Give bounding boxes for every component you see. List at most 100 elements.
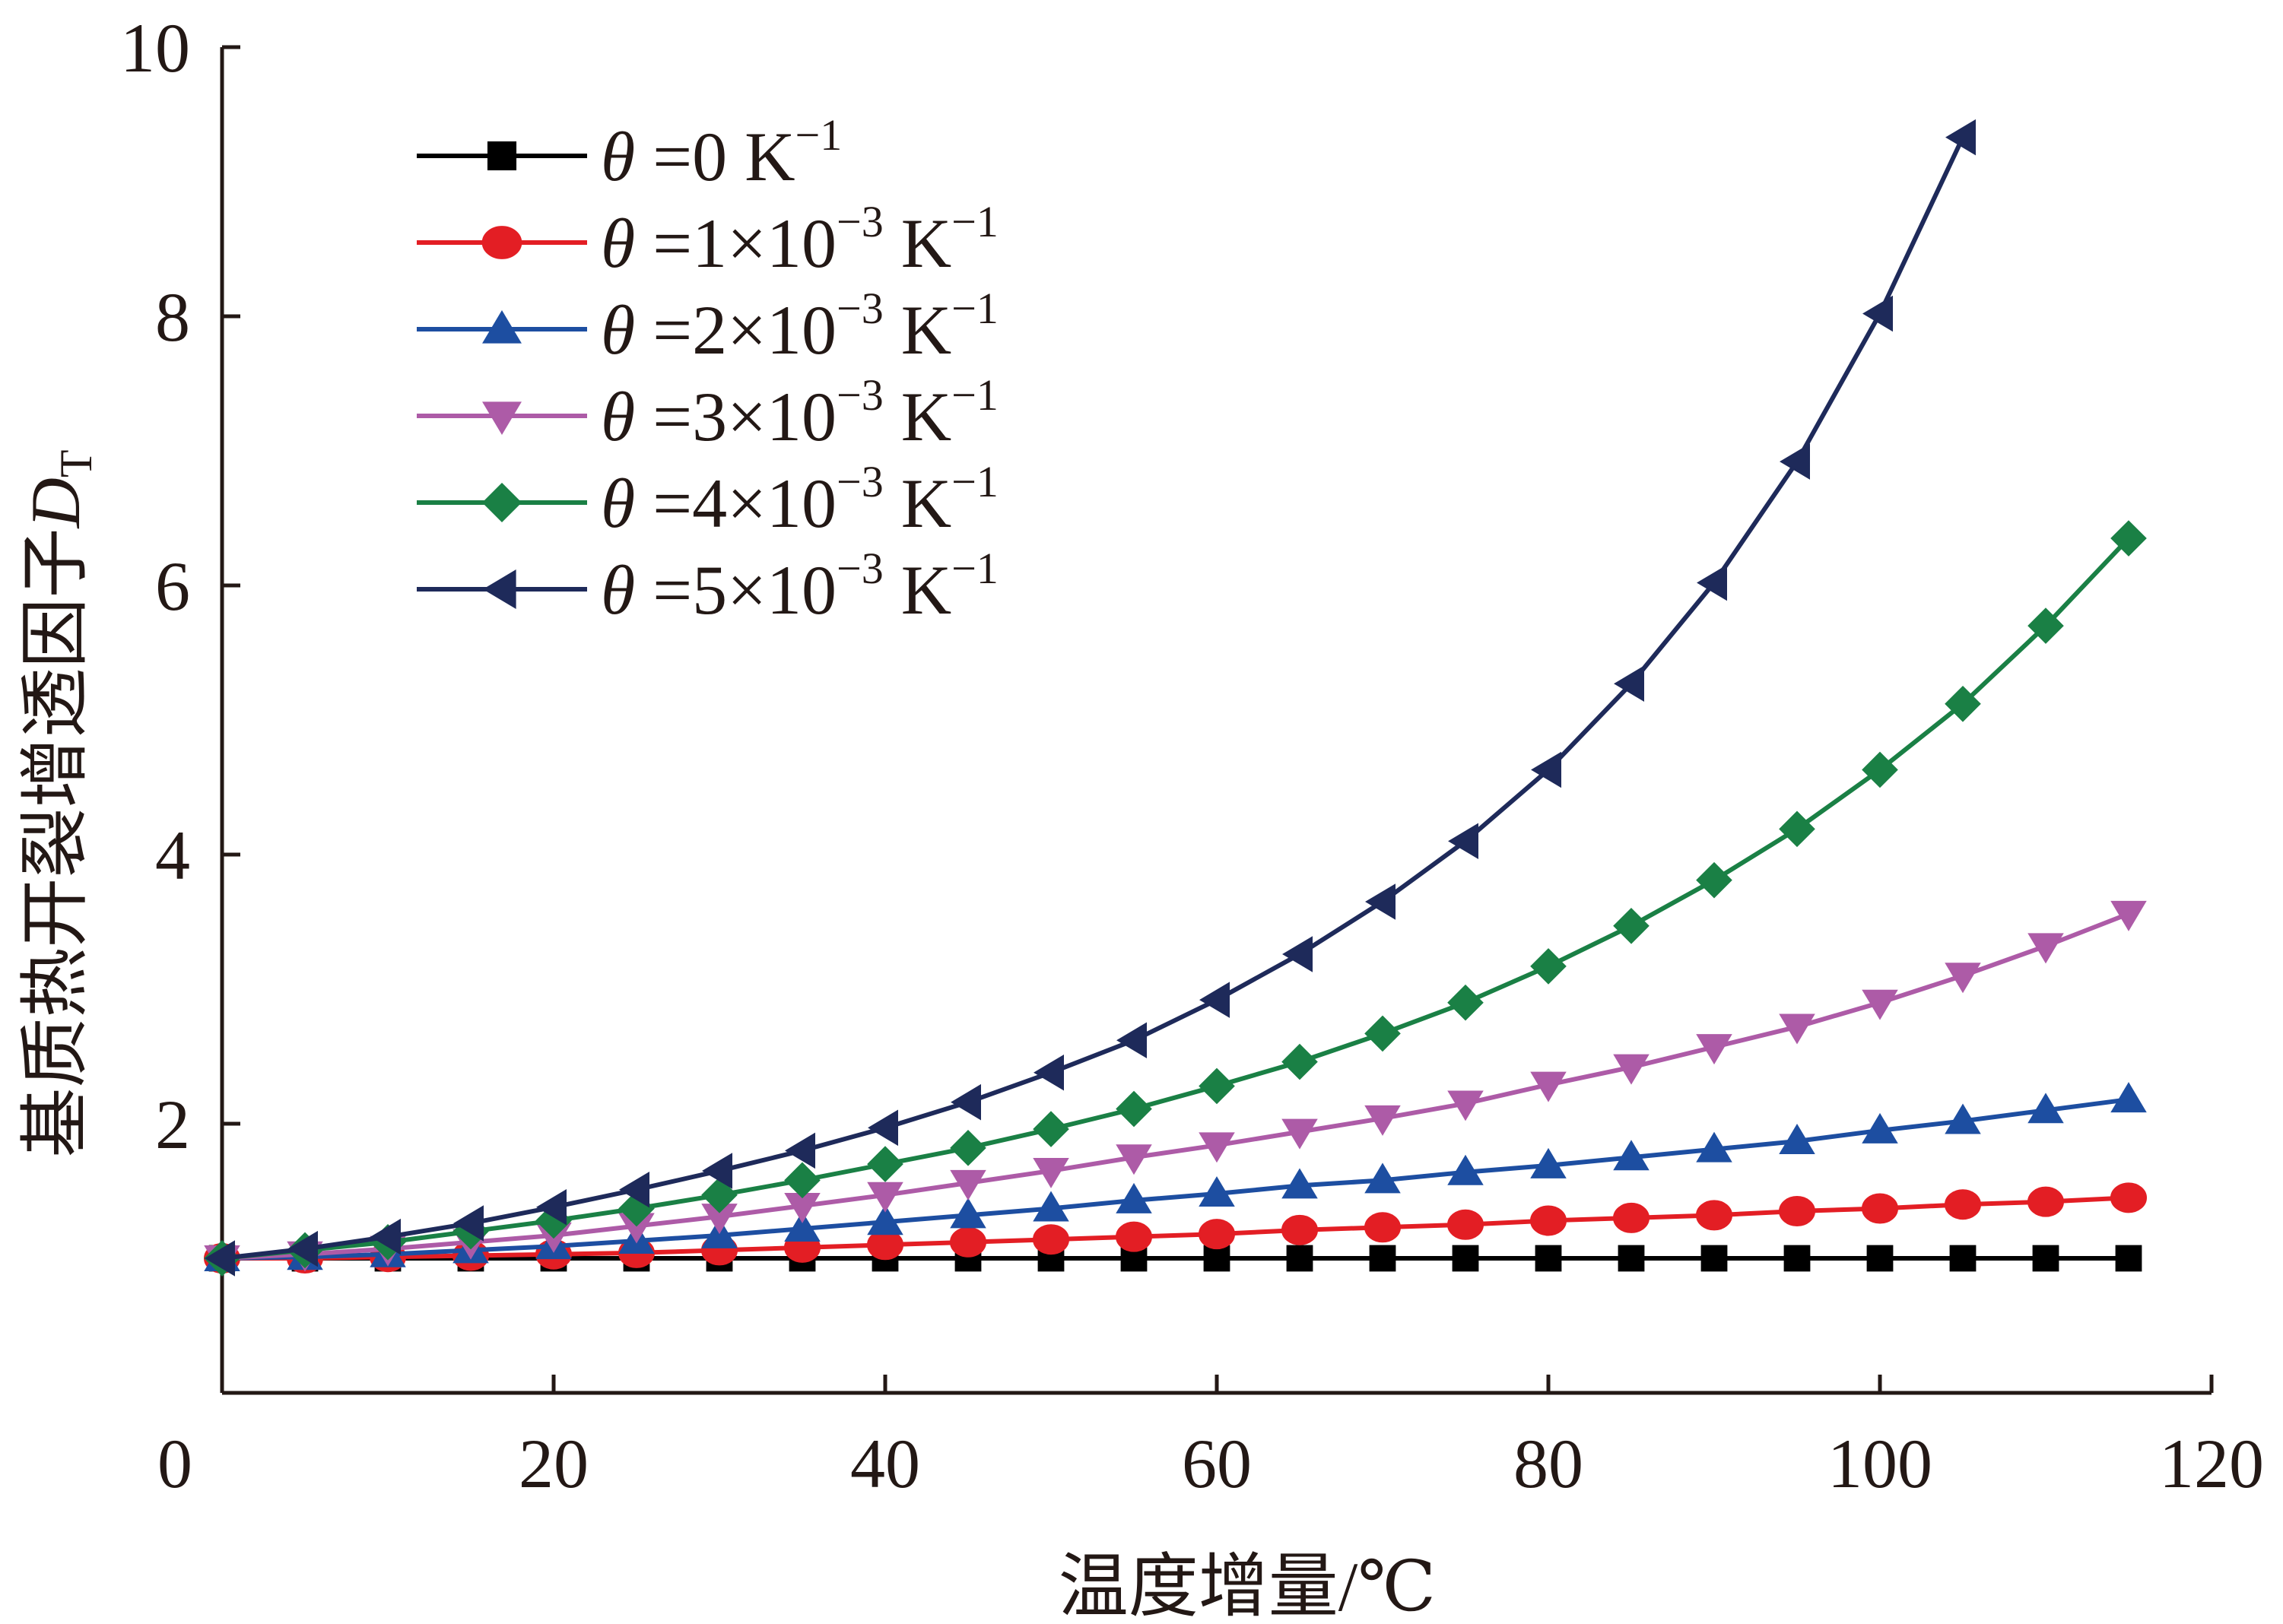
legend-item: θ =5×10−3 K−1 (417, 544, 999, 629)
data-point (1614, 665, 1644, 702)
x-tick-label: 80 (1513, 1425, 1583, 1502)
y-ticks: 2 4 6 8 10 (120, 9, 240, 1163)
legend-label: θ =1×10−3 K−1 (601, 197, 999, 282)
x-tick-label: 20 (519, 1425, 589, 1502)
data-point (1447, 1090, 1484, 1121)
data-point (1696, 861, 1732, 899)
y-tick-label: 8 (155, 278, 190, 356)
data-point (1530, 1205, 1567, 1236)
data-point (1862, 989, 1898, 1020)
data-point (950, 1169, 986, 1201)
data-point (1116, 1090, 1152, 1128)
data-point (1281, 1168, 1318, 1199)
x-tick-label: 60 (1182, 1425, 1252, 1502)
data-point (2032, 1245, 2059, 1272)
data-point (1447, 984, 1484, 1021)
x-tick-label: 40 (850, 1425, 920, 1502)
legend-label: θ =0 K−1 (601, 110, 842, 195)
data-point (1281, 1043, 1318, 1080)
series-line (221, 1097, 2129, 1261)
legend-marker (482, 309, 522, 344)
data-point (702, 1153, 732, 1189)
data-point (1448, 823, 1478, 860)
series-5 (205, 119, 1976, 1277)
data-point (1862, 295, 1893, 332)
legend-marker (482, 569, 516, 609)
legend-marker (481, 226, 522, 259)
legend-label: θ =2×10−3 K−1 (601, 284, 999, 369)
data-point (1945, 119, 1976, 156)
y-axis-title-main: 基质热开裂增透因子 (17, 528, 94, 1158)
data-point (1696, 1034, 1732, 1065)
series-0 (208, 1245, 2142, 1272)
series-line (221, 912, 2130, 1261)
y-tick-label: 4 (155, 817, 190, 894)
data-point (1447, 1209, 1484, 1240)
legend-item: θ =2×10−3 K−1 (417, 284, 999, 369)
y-axis-title: 基质热开裂增透因子DT (17, 449, 101, 1157)
data-point (1033, 1157, 1069, 1188)
data-point (701, 1176, 738, 1213)
series-4 (204, 520, 2147, 1277)
data-point (1783, 1245, 1811, 1272)
data-point (1945, 685, 1981, 722)
y-tick-label: 10 (120, 9, 190, 87)
legend-label: θ =4×10−3 K−1 (601, 457, 999, 542)
data-point (1696, 1200, 1732, 1231)
data-point (1531, 751, 1561, 788)
data-point (2110, 900, 2147, 931)
data-point (1780, 443, 1810, 480)
data-point (2110, 520, 2147, 557)
data-point (1945, 1189, 1981, 1220)
data-point (2027, 607, 2064, 644)
data-point (370, 1218, 401, 1255)
y-axis-title-subscript: T (51, 449, 101, 477)
data-point (1779, 810, 1815, 848)
data-point (1364, 1015, 1401, 1052)
data-point (619, 1171, 649, 1208)
data-point (1862, 1193, 1898, 1224)
y-tick-label: 2 (155, 1086, 190, 1163)
data-point (784, 1211, 821, 1242)
legend-item: θ =0 K−1 (417, 110, 842, 195)
data-point (1364, 1105, 1401, 1136)
series-line (221, 136, 1965, 1261)
x-ticks: 0 20 40 60 80 100 120 (157, 1375, 2264, 1502)
data-point (950, 1197, 986, 1229)
data-point (1696, 1131, 1732, 1162)
legend-item: θ =4×10−3 K−1 (417, 457, 999, 542)
data-point (453, 1205, 484, 1242)
data-point (1116, 1221, 1152, 1252)
series-layer (204, 119, 2147, 1277)
legend-label: θ =3×10−3 K−1 (601, 370, 999, 455)
data-point (1535, 1245, 1562, 1272)
x-axis-title: 温度增量/℃ (1059, 1548, 1436, 1624)
data-point (868, 1109, 898, 1147)
data-point (1033, 1191, 1069, 1222)
data-point (1199, 1176, 1235, 1207)
data-point (1033, 1111, 1069, 1147)
data-point (1282, 936, 1313, 972)
data-point (1281, 1214, 1318, 1245)
x-tick-label: 120 (2159, 1425, 2264, 1502)
y-tick-label: 6 (155, 547, 190, 625)
data-point (950, 1226, 986, 1258)
data-point (205, 1240, 235, 1277)
data-point (1945, 963, 1981, 994)
data-point (2115, 1245, 2142, 1272)
legend: θ =0 K−1θ =1×10−3 K−1θ =2×10−3 K−1θ =3×1… (417, 110, 999, 629)
data-point (1613, 1054, 1650, 1085)
legend-marker (481, 482, 522, 523)
data-point (1613, 907, 1650, 944)
data-point (287, 1230, 318, 1267)
data-point (1618, 1245, 1645, 1272)
data-point (1199, 1219, 1235, 1250)
data-point (1700, 1245, 1728, 1272)
data-point (2027, 933, 2064, 964)
data-point (1949, 1245, 1977, 1272)
data-point (1530, 948, 1567, 985)
data-point (951, 1083, 981, 1121)
data-point (1116, 1022, 1147, 1059)
data-point (1613, 1140, 1650, 1171)
